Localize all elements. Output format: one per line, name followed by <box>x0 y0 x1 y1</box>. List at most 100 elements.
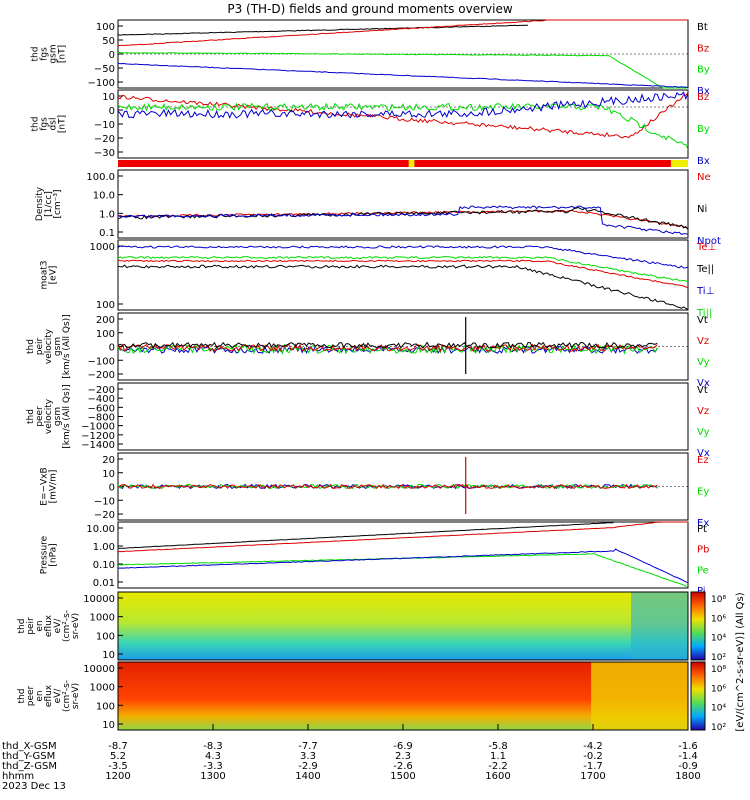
y-axis-label-line: eflux <box>44 614 54 637</box>
y-tick-label: −1000 <box>81 422 115 433</box>
series-npot <box>117 205 689 235</box>
legend-vz: Vz <box>697 336 709 347</box>
spectrogram-region <box>591 662 688 730</box>
y-axis-label-line: sr-eV) <box>71 683 81 709</box>
y-tick-label: 0 <box>109 106 115 117</box>
panel-frame <box>117 89 689 159</box>
x-row-value: 5.2 <box>110 751 126 762</box>
x-row-label: thd_X-GSM <box>2 741 57 752</box>
y-tick-label: 10 <box>102 469 115 480</box>
y-tick-label: 20 <box>102 455 115 466</box>
x-time-label: 1400 <box>295 771 320 782</box>
y-tick-label: −50 <box>94 64 115 75</box>
y-axis-label: moat3 [eV] <box>40 260 59 289</box>
mode-bar-red <box>118 160 688 167</box>
y-axis-label-line: eV/ <box>53 688 63 704</box>
x-row-value: -3.3 <box>203 761 223 772</box>
y-axis-label-line: E=−VxB <box>40 467 50 505</box>
panel-frame <box>117 239 689 311</box>
legend-vy: Vy <box>697 427 710 438</box>
spectrogram-fill <box>118 592 688 660</box>
series-pt <box>118 522 614 549</box>
y-tick-label: −10 <box>94 120 115 131</box>
y-tick-label: 1.0 <box>99 209 115 220</box>
y-axis-label-line: gsm <box>49 44 59 63</box>
y-axis-label-line: [mV/m] <box>49 470 59 504</box>
legend-bz: Bz <box>697 43 709 54</box>
y-axis-label-line: velocity <box>44 398 54 434</box>
y-tick-label: 100.0 <box>86 172 115 183</box>
panel-temperature: 1000 100 moat3 [eV] Te⊥ Te|| Ti⊥ Ti|| <box>40 239 716 319</box>
x-row-value: 2.3 <box>395 751 411 762</box>
y-axis-label-line: peer <box>26 685 36 706</box>
x-row-value: -0.9 <box>678 761 698 772</box>
legend-ni: Ni <box>697 204 707 215</box>
x-row-value: -2.2 <box>488 761 508 772</box>
y-tick-label: 10000 <box>83 664 115 675</box>
legend-bx: Bx <box>697 156 710 167</box>
y-axis-label-line: en <box>35 690 45 701</box>
y-axis-label-line: thd <box>17 689 27 704</box>
mode-bar <box>118 160 688 167</box>
y-axis-label-line: [km/s (All Qs)] <box>62 314 72 378</box>
y-tick-label: 0 <box>109 343 115 354</box>
legend-npot: Npot <box>697 236 721 247</box>
x-time-label: 1200 <box>105 771 130 782</box>
y-axis-label-line: Pressure <box>40 535 50 574</box>
y-axis-label-line: [km/s (All Qs)] <box>62 384 72 448</box>
y-tick-label: 1000 <box>90 242 115 253</box>
series-bx <box>117 62 689 88</box>
colorbars: 10⁸ 10⁶ 10⁴ 10² 10⁸ 10⁶ 10⁴ 10² [eV/(cm^2-s-sr-e… <box>690 591 746 733</box>
y-axis-label-line: [cm⁻³] <box>53 189 63 218</box>
legend-ne: Ne <box>697 172 711 183</box>
legend-vz: Vz <box>697 406 709 417</box>
y-tick-label: −1200 <box>81 431 115 442</box>
legend-by: By <box>697 124 710 135</box>
legend-ex: Ex <box>697 518 709 529</box>
y-tick-label: −400 <box>88 394 115 405</box>
legend-bt: Bt <box>697 22 708 33</box>
colorbar-tick-label: 10⁶ <box>711 614 726 624</box>
x-time-label: 1600 <box>485 771 510 782</box>
series-pb <box>117 521 688 553</box>
y-tick-label: −30 <box>94 148 115 159</box>
y-tick-label: 100 <box>96 300 115 311</box>
y-tick-label: 10.0 <box>93 191 115 202</box>
colorbar-tick-label: 10² <box>711 653 726 663</box>
y-axis-label: Density [1/cc] [cm⁻³] <box>35 186 63 221</box>
y-tick-label: 100 <box>96 631 115 642</box>
y-tick-label: −200 <box>88 370 115 381</box>
x-row-value: -8.3 <box>203 741 223 752</box>
y-axis-label-line: (cm²-s- <box>62 610 72 642</box>
y-tick-label: −10 <box>94 496 115 507</box>
y-axis-label-line: thd <box>26 409 36 424</box>
series-bt <box>117 24 529 36</box>
y-tick-label: 0.1 <box>99 228 115 239</box>
x-row-value: -2.6 <box>393 761 413 772</box>
y-tick-label: 10.00 <box>86 524 115 535</box>
x-row-label: thd_Z-GSM <box>2 761 57 772</box>
colorbar <box>690 661 706 731</box>
y-tick-label: −100 <box>88 78 115 89</box>
y-axis-label-line: moat3 <box>40 260 50 289</box>
series-ti <box>117 245 689 269</box>
x-time-label: 1500 <box>390 771 415 782</box>
legend-vt: Vt <box>697 315 708 326</box>
y-axis-label-line: thd <box>26 339 36 354</box>
series-ni <box>117 206 689 230</box>
x-time-label: 1700 <box>580 771 605 782</box>
x-row-value: 4.3 <box>205 751 221 762</box>
y-axis-label: Pressure [nPa] <box>40 535 59 574</box>
y-tick-label: 0.01 <box>93 578 115 589</box>
y-axis-label-line: [nT] <box>58 115 68 133</box>
y-axis-label-line: peer <box>35 406 45 427</box>
legend-vy: Vy <box>697 357 710 368</box>
legend-bz: Bz <box>697 92 709 103</box>
series-bz <box>117 19 688 47</box>
x-row-value: -3.5 <box>108 761 128 772</box>
legend-bx: Bx <box>697 86 710 97</box>
legend-pb: Pb <box>697 545 709 556</box>
colorbar-tick-label: 10⁶ <box>711 684 726 694</box>
